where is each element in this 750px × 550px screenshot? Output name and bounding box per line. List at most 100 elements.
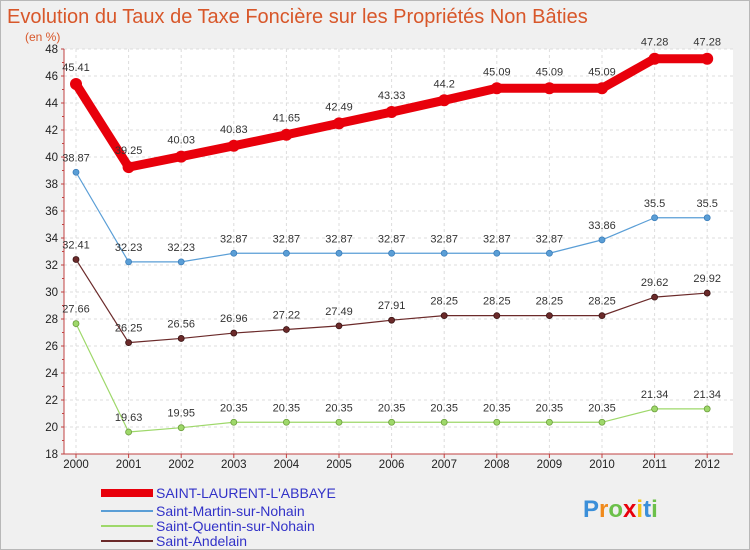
logo-letter: i [636,496,643,523]
data-label: 41.65 [273,113,301,125]
data-label: 40.03 [167,135,195,147]
x-tick-label: 2006 [379,459,405,471]
y-tick-label: 18 [45,449,58,461]
x-tick-label: 2011 [642,459,667,471]
data-label: 28.25 [483,296,511,308]
data-point [282,418,290,426]
data-point [490,82,503,95]
data-point [72,168,80,176]
x-tick-label: 2010 [589,459,615,471]
logo-letter: t [643,496,651,523]
data-label: 20.35 [378,402,406,414]
data-point [333,117,345,130]
data-point [651,405,658,413]
data-point [125,258,132,266]
data-point [651,293,658,301]
data-point [388,418,396,426]
data-label: 45.09 [483,66,511,78]
data-point [280,128,293,141]
data-label: 47.28 [641,37,669,49]
data-point [493,249,501,257]
data-label: 20.35 [483,402,511,414]
data-point [282,249,290,257]
data-label: 32.87 [273,233,301,245]
data-label: 32.87 [378,233,406,245]
x-tick-label: 2004 [274,459,300,471]
data-label: 33.86 [588,220,616,232]
data-label: 32.87 [536,233,564,245]
data-label: 20.35 [220,402,248,414]
data-point [335,322,343,330]
data-label: 19.63 [115,412,143,424]
plot-area [64,49,733,454]
y-tick-label: 22 [45,395,58,407]
x-tick-label: 2009 [537,459,563,471]
data-label: 29.92 [693,273,721,285]
logo-letter: x [623,496,637,523]
y-tick-label: 44 [45,98,58,110]
data-point [598,312,606,320]
data-label: 39.25 [115,145,143,157]
logo-letter: o [608,496,623,523]
data-point [440,418,448,426]
grid [64,48,733,455]
data-label: 21.34 [693,389,721,401]
data-point [703,405,711,413]
data-label: 27.66 [62,304,90,316]
data-point [122,161,135,174]
data-label: 20.35 [273,402,301,414]
series-layer [70,52,714,436]
data-label: 29.62 [641,277,669,289]
data-label: 45.09 [536,66,564,78]
data-point [701,52,714,65]
x-tick-label: 2007 [431,459,457,471]
data-label: 21.34 [641,389,669,401]
data-label: 20.35 [536,402,564,414]
data-label: 28.25 [430,296,458,308]
data-point [125,428,132,436]
legend-label: Saint-Quentin-sur-Nohain [156,518,315,534]
legend: SAINT-LAURENT-L'ABBAYE Saint-Martin-sur-N… [101,485,336,549]
data-point [598,236,606,244]
y-tick-label: 20 [45,422,58,434]
data-point [648,52,661,65]
x-tick-label: 2000 [63,459,89,471]
data-label: 19.95 [167,408,195,420]
data-label: 32.23 [167,242,195,254]
data-point [493,418,501,426]
y-tick-label: 42 [45,125,58,137]
data-point [388,249,396,257]
data-label: 35.5 [644,198,665,210]
x-tick-label: 2001 [116,459,142,471]
data-point [385,106,398,119]
data-point [493,312,501,320]
data-label: 28.25 [588,296,616,308]
data-point [175,150,188,163]
data-label: 32.87 [483,233,511,245]
data-point [177,424,185,432]
data-label: 20.35 [325,402,353,414]
data-labels: 45.41 39.25 40.03 40.83 41.65 42.49 43.33 44.2 4… [62,37,721,424]
data-point [227,139,240,152]
data-point [438,94,451,107]
data-point [546,312,553,320]
data-point [72,320,80,327]
data-point [546,249,553,257]
data-label: 35.5 [696,198,717,210]
x-tick-label: 2002 [168,459,194,471]
data-point [177,258,185,266]
data-point [282,326,290,333]
data-point [72,256,80,263]
data-point [703,289,711,297]
data-label: 20.35 [430,402,458,414]
y-tick-label: 46 [45,71,58,83]
data-point [177,335,185,342]
data-label: 45.41 [62,62,90,74]
data-point [440,249,448,257]
data-point [125,339,132,347]
x-tick-label: 2003 [221,459,247,471]
y-tick-label: 36 [45,206,58,218]
logo-letter: P [583,496,599,523]
logo-letter: i [651,496,658,523]
